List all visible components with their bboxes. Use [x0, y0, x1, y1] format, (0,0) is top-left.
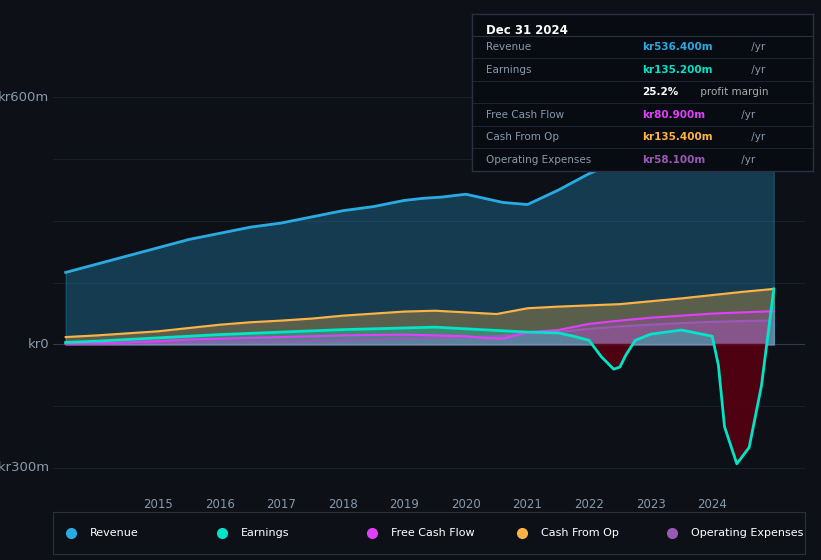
Text: 2020: 2020 [451, 498, 481, 511]
Text: Free Cash Flow: Free Cash Flow [486, 110, 564, 120]
Text: Dec 31 2024: Dec 31 2024 [486, 24, 567, 37]
Text: Cash From Op: Cash From Op [486, 132, 559, 142]
Text: 2019: 2019 [389, 498, 420, 511]
Text: profit margin: profit margin [697, 87, 768, 97]
Text: kr536.400m: kr536.400m [643, 42, 713, 52]
Text: kr0: kr0 [28, 338, 49, 351]
Text: Revenue: Revenue [486, 42, 531, 52]
Text: 2017: 2017 [266, 498, 296, 511]
Text: /yr: /yr [738, 155, 755, 165]
Text: kr80.900m: kr80.900m [643, 110, 705, 120]
Text: 2015: 2015 [143, 498, 173, 511]
Text: 2021: 2021 [512, 498, 543, 511]
Text: Operating Expenses: Operating Expenses [691, 529, 804, 538]
Text: /yr: /yr [748, 42, 765, 52]
Text: Free Cash Flow: Free Cash Flow [391, 529, 475, 538]
Text: /yr: /yr [738, 110, 755, 120]
Text: 25.2%: 25.2% [643, 87, 679, 97]
Text: -kr300m: -kr300m [0, 461, 49, 474]
Text: Operating Expenses: Operating Expenses [486, 155, 591, 165]
Text: Cash From Op: Cash From Op [541, 529, 619, 538]
Text: 2023: 2023 [635, 498, 666, 511]
Text: Revenue: Revenue [90, 529, 139, 538]
Text: Earnings: Earnings [241, 529, 289, 538]
Text: 2016: 2016 [204, 498, 235, 511]
Text: kr135.200m: kr135.200m [643, 64, 713, 74]
Text: Earnings: Earnings [486, 64, 531, 74]
Text: 2022: 2022 [574, 498, 604, 511]
Text: /yr: /yr [748, 64, 765, 74]
Text: 2024: 2024 [697, 498, 727, 511]
Text: /yr: /yr [748, 132, 765, 142]
Text: kr135.400m: kr135.400m [643, 132, 713, 142]
Text: kr58.100m: kr58.100m [643, 155, 706, 165]
Text: 2018: 2018 [328, 498, 358, 511]
Text: kr600m: kr600m [0, 91, 49, 104]
